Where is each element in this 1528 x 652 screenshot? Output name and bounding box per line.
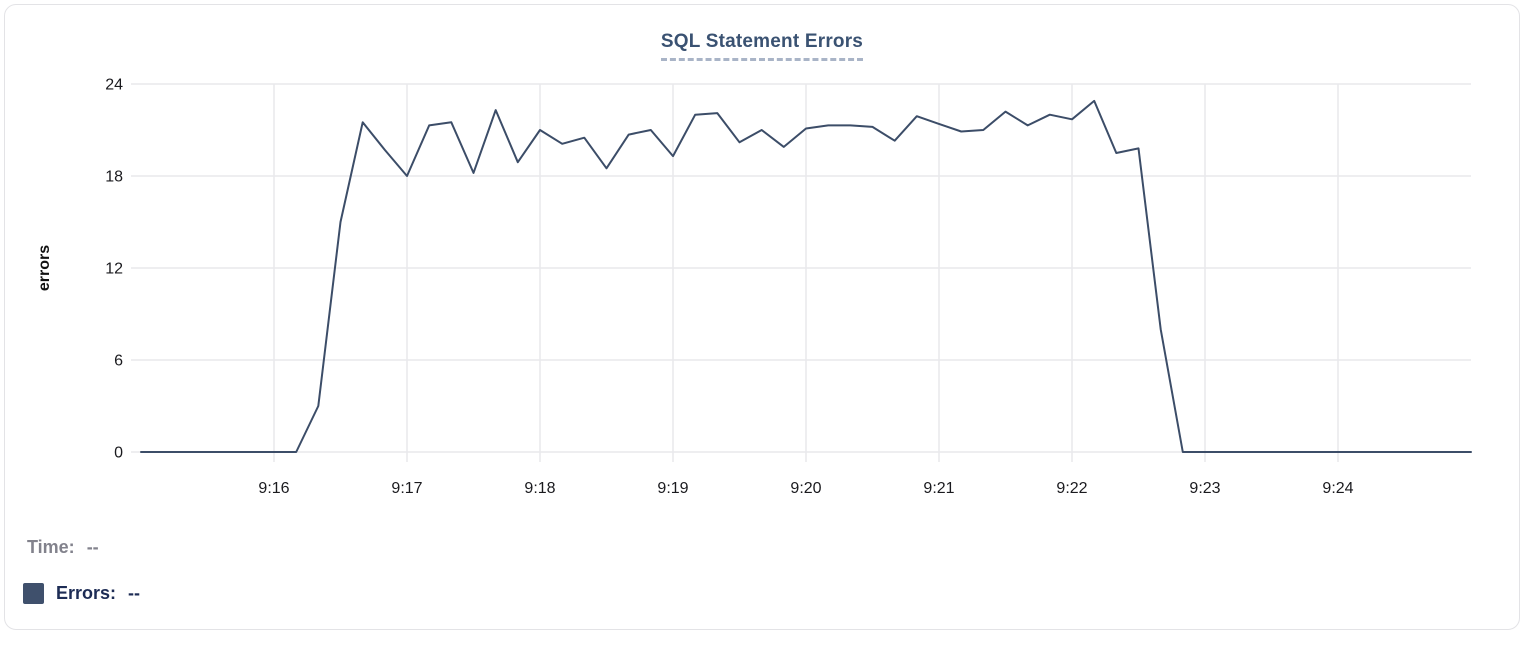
errors-readout: -- <box>128 583 141 603</box>
errors-series-swatch[interactable] <box>23 583 44 604</box>
y-tick-label: 12 <box>105 261 123 278</box>
errors-label: Errors: <box>56 583 117 603</box>
x-tick-label: 9:23 <box>1189 480 1220 497</box>
chart-header: SQL Statement Errors <box>5 31 1519 61</box>
x-tick-label: 9:22 <box>1056 480 1087 497</box>
y-axis-label: errors <box>36 245 53 291</box>
y-tick-label: 6 <box>114 353 123 370</box>
chart-card: SQL Statement Errors 0 6 12 18 24 9:16 9:17 9:1… <box>4 4 1520 630</box>
y-tick-label: 0 <box>114 445 123 462</box>
errors-line-chart[interactable]: 0 6 12 18 24 9:16 9:17 9:18 9:19 9:20 9:21 9:22 9:23… <box>5 5 1520 515</box>
x-tick-label: 9:16 <box>258 480 289 497</box>
chart-title[interactable]: SQL Statement Errors <box>660 31 864 61</box>
time-label: Time: <box>27 537 75 557</box>
x-tick-label: 9:17 <box>391 480 422 497</box>
y-tick-label: 18 <box>105 169 123 186</box>
y-tick-label: 24 <box>105 77 123 94</box>
x-tick-label: 9:19 <box>657 480 688 497</box>
time-readout: -- <box>86 537 99 557</box>
x-tick-label: 9:20 <box>790 480 821 497</box>
x-tick-label: 9:18 <box>524 480 555 497</box>
x-tick-label: 9:24 <box>1322 480 1353 497</box>
x-tick-label: 9:21 <box>923 480 954 497</box>
legend-time-row: Time: -- <box>27 537 99 558</box>
legend-errors-row[interactable]: Errors: -- <box>23 583 140 604</box>
errors-series-line[interactable] <box>140 99 1472 453</box>
